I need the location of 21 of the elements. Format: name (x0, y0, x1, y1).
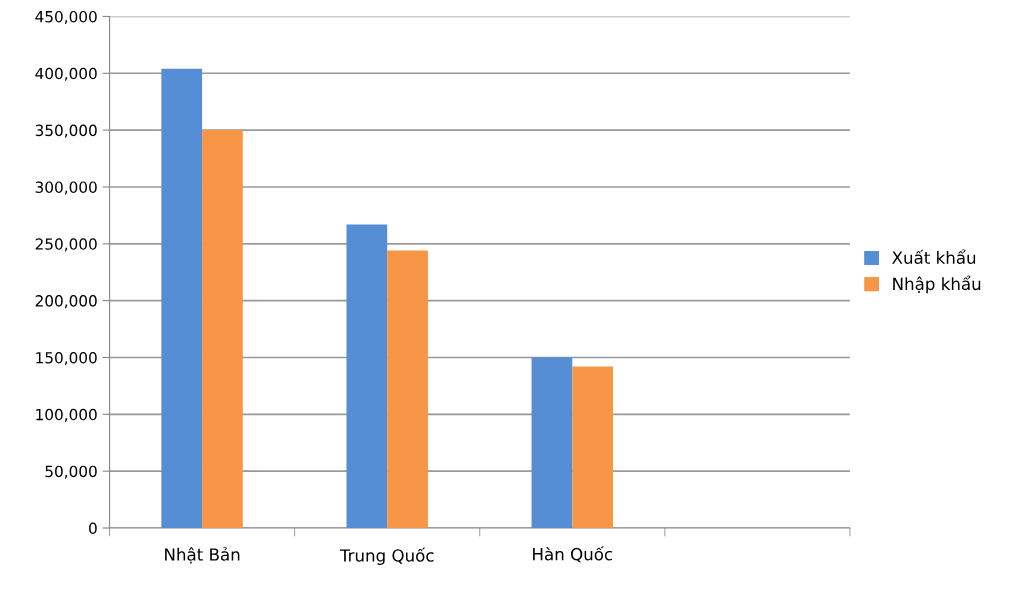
y-tick-label: 300,000 (35, 181, 97, 195)
bar (161, 68, 203, 528)
bar (531, 357, 573, 528)
y-tick-label: 100,000 (36, 408, 97, 422)
bar (346, 224, 388, 528)
legend-label: Nhập khẩu (893, 275, 981, 294)
bar (387, 250, 428, 528)
bar (572, 366, 614, 528)
y-tick-label: 350,000 (35, 124, 97, 138)
y-tick-label: 150,000 (36, 351, 97, 366)
y-tick-label: 200,000 (35, 295, 97, 309)
y-tick-label: 400,000 (35, 67, 97, 81)
x-tick-label: Nhật Bản (165, 547, 240, 564)
y-tick-label: 0 (89, 522, 97, 535)
bar (202, 130, 243, 528)
x-tick-label: Hàn Quốc (533, 546, 613, 563)
y-tick-label: 50,000 (45, 465, 97, 479)
y-tick-label: 450,000 (35, 10, 97, 25)
legend-label: Xuất khẩu (892, 249, 976, 264)
x-tick-label: Trung Quốc (339, 547, 434, 565)
y-tick-label: 250,000 (35, 238, 97, 252)
